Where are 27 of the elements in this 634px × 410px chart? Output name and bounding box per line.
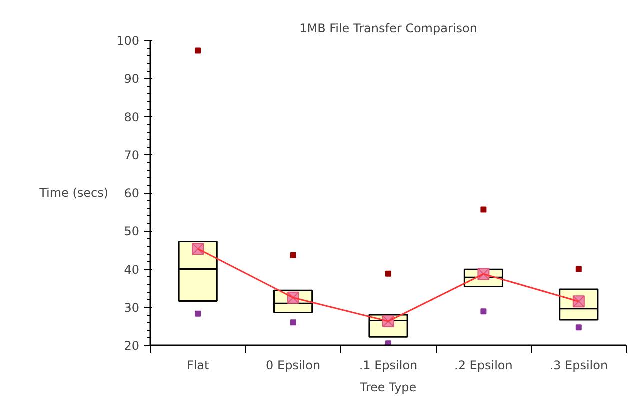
point <box>576 266 582 272</box>
x-tick-label: .3 Epsilon <box>550 358 608 372</box>
point <box>480 308 487 315</box>
point <box>290 252 296 259</box>
y-tick-label: 80 <box>124 110 140 124</box>
y-tick-label: 30 <box>124 300 140 315</box>
point <box>386 340 392 346</box>
point <box>386 270 392 277</box>
y-tick-label: 50 <box>124 224 140 239</box>
x-axis-title: Tree Type <box>359 380 417 394</box>
y-tick-label: 20 <box>124 339 140 353</box>
y-axis-title: Time (secs) <box>38 186 109 200</box>
x-tick-label: 0 Epsilon <box>266 358 321 372</box>
point <box>195 310 202 317</box>
y-tick-label: 60 <box>124 186 140 200</box>
point <box>195 48 202 54</box>
x-tick-label: .2 Epsilon <box>454 358 513 372</box>
y-tick-label: 40 <box>124 262 140 277</box>
point <box>290 320 296 326</box>
x-tick-label: Flat <box>186 358 210 372</box>
y-tick-label: 70 <box>124 148 140 162</box>
chart-title: 1MB File Transfer Comparison <box>300 22 478 36</box>
y-tick-label: 100 <box>116 34 140 48</box>
y-tick-label: 90 <box>124 72 140 86</box>
point <box>576 324 582 331</box>
x-tick-label: .1 Epsilon <box>359 358 418 372</box>
point <box>480 206 487 213</box>
